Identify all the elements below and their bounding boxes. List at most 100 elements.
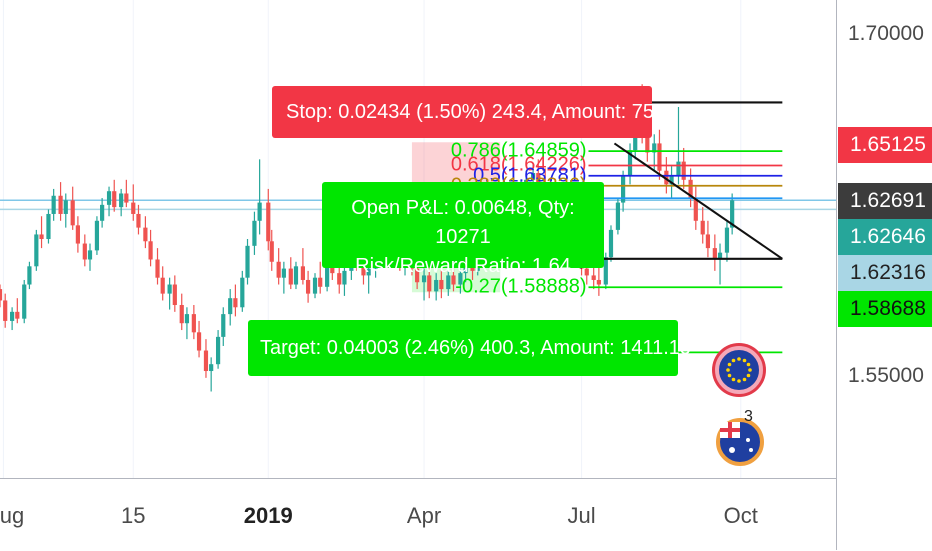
candle-body bbox=[700, 220, 705, 235]
candle-body bbox=[645, 134, 650, 153]
price-badge: 1.62316 bbox=[838, 254, 932, 291]
candle-body bbox=[652, 143, 657, 153]
stop-label[interactable]: Stop: 0.02434 (1.50%) 243.4, Amount: 750 bbox=[272, 86, 665, 138]
candle-body bbox=[276, 261, 281, 278]
y-tick-label: 1.70000 bbox=[848, 22, 924, 46]
candle-body bbox=[693, 198, 698, 221]
candle-body bbox=[681, 161, 686, 180]
candle-body bbox=[361, 264, 366, 276]
candle-body bbox=[119, 193, 124, 208]
candle-body bbox=[717, 252, 723, 260]
price-badge: 1.58688 bbox=[838, 290, 932, 327]
candle-body bbox=[51, 195, 56, 214]
candle-body bbox=[318, 277, 323, 287]
pnl-label-line2: Risk/Reward Ratio: 1.64 bbox=[355, 255, 571, 277]
candle-body bbox=[724, 227, 730, 253]
candle-body bbox=[257, 202, 262, 221]
candle-body bbox=[10, 311, 15, 321]
candle-body bbox=[536, 172, 541, 183]
candle-body bbox=[657, 143, 662, 171]
candle-body bbox=[179, 305, 184, 324]
candle-body bbox=[669, 175, 674, 185]
candle-body bbox=[627, 150, 633, 176]
price-badge: 1.62691 bbox=[838, 182, 932, 219]
candle-body bbox=[215, 336, 221, 365]
candle-body bbox=[39, 234, 44, 239]
candle-body bbox=[458, 273, 463, 285]
candle-body bbox=[131, 202, 136, 214]
candle-body bbox=[531, 172, 536, 180]
x-tick-label: Apr bbox=[406, 503, 442, 528]
candle-body bbox=[288, 268, 293, 285]
candle-body bbox=[312, 277, 318, 294]
candle-body bbox=[603, 257, 608, 285]
time-axis[interactable] bbox=[0, 478, 836, 551]
candle-body bbox=[100, 204, 105, 221]
candle-body bbox=[22, 284, 27, 319]
candle-body bbox=[415, 268, 420, 283]
candle-body bbox=[427, 275, 432, 292]
x-tick-label: Jul bbox=[567, 503, 596, 528]
candle-body bbox=[434, 279, 439, 292]
candle-body bbox=[124, 193, 129, 203]
candle-body bbox=[221, 314, 226, 337]
trendline bbox=[613, 142, 783, 260]
eu-flag-icon bbox=[715, 346, 763, 394]
candle-body bbox=[240, 277, 245, 308]
candle-body bbox=[621, 175, 626, 203]
candle-body bbox=[451, 275, 456, 285]
candle-body bbox=[446, 275, 451, 290]
candle-body bbox=[184, 314, 190, 324]
x-tick-label: ug bbox=[0, 503, 25, 528]
candle-body bbox=[209, 364, 214, 372]
candle-body bbox=[281, 268, 286, 278]
candle-body bbox=[94, 220, 100, 251]
pnl-label[interactable]: Open P&L: 0.00648, Qty: 10271 Risk/Rewar… bbox=[322, 182, 604, 277]
au-flag-graphic bbox=[720, 422, 753, 453]
candle-body bbox=[608, 229, 614, 258]
candle-body bbox=[0, 289, 3, 301]
candle-body bbox=[203, 350, 209, 372]
x-tick-label: 2019 bbox=[243, 503, 293, 528]
candle-body bbox=[325, 261, 330, 287]
candle-body bbox=[167, 284, 172, 294]
fib-level-label: 0.618(1.64226) bbox=[450, 153, 587, 176]
candle-body bbox=[70, 200, 75, 226]
candle-body bbox=[75, 225, 80, 244]
candle-body bbox=[305, 279, 311, 294]
candle-body bbox=[337, 273, 342, 285]
candle-body bbox=[148, 241, 153, 260]
candle-body bbox=[58, 195, 63, 214]
candle-body bbox=[228, 298, 233, 315]
candle-body bbox=[155, 259, 160, 278]
price-badge: 1.62646 bbox=[838, 218, 932, 255]
candle-body bbox=[252, 220, 257, 246]
candle-body bbox=[27, 266, 32, 285]
price-badge: 1.65125 bbox=[838, 127, 932, 164]
candle-body bbox=[342, 270, 347, 285]
candle-body bbox=[136, 213, 141, 228]
target-label[interactable]: Target: 0.04003 (2.46%) 400.3, Amount: 1… bbox=[248, 320, 691, 376]
candle-body bbox=[82, 243, 87, 260]
candle-body bbox=[293, 266, 299, 285]
candle-body bbox=[439, 279, 444, 290]
candle-body bbox=[106, 191, 112, 205]
candle-body bbox=[596, 279, 601, 285]
candle-body bbox=[87, 250, 93, 260]
au-flag-icon bbox=[716, 418, 764, 466]
candle-body bbox=[191, 314, 196, 333]
candle-body bbox=[172, 284, 177, 306]
candle-body bbox=[730, 200, 735, 228]
candle-body bbox=[300, 266, 305, 280]
candle-body bbox=[196, 332, 202, 351]
candle-body bbox=[233, 298, 238, 308]
x-tick-label: 15 bbox=[121, 503, 146, 528]
candle-body bbox=[143, 227, 148, 242]
candle-body bbox=[421, 275, 427, 283]
fib-level-label: 0.5(1.63781) bbox=[473, 164, 587, 187]
candle-body bbox=[712, 248, 717, 260]
candle-body bbox=[269, 241, 274, 262]
candle-body bbox=[3, 300, 8, 321]
candle-body bbox=[584, 268, 589, 276]
x-tick-label: Oct bbox=[723, 503, 758, 528]
